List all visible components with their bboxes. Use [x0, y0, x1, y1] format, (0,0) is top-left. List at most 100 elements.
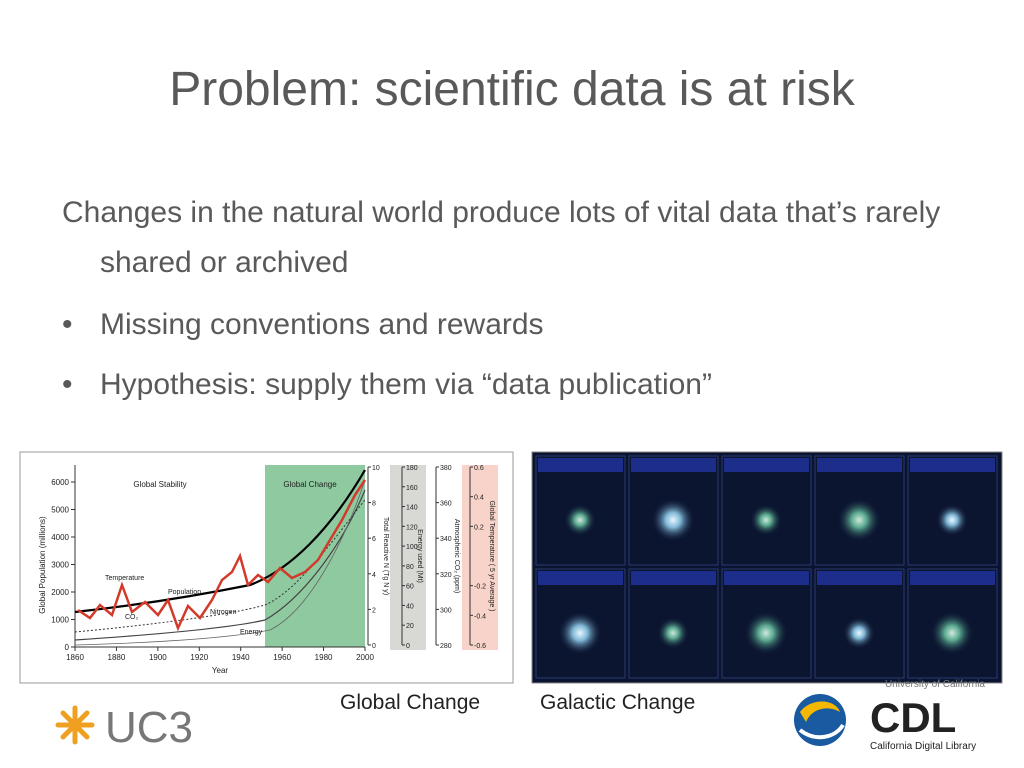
right-tick-label: 0.4 [474, 495, 484, 502]
right-tick-label: 8 [372, 501, 376, 508]
cell-header [724, 571, 809, 585]
right-axis-label: Atmospheric CO₂ (ppm) [453, 519, 460, 593]
right-tick-label: 6 [372, 536, 376, 543]
x-tick-label: 1960 [273, 653, 291, 662]
caption: Galactic Change [540, 691, 695, 714]
energy-curve [74, 479, 366, 646]
right-tick-label: 0 [372, 643, 376, 650]
right-tick-label: -0.4 [474, 613, 486, 620]
right-tick-label: 140 [406, 505, 418, 512]
temperature-band [462, 465, 498, 650]
right-axis-label: Global Temperature ( 5 yr Average ) [488, 500, 495, 611]
cell-header [817, 571, 902, 585]
uc3-logo: UC3 [55, 703, 193, 752]
y-tick-label: 0 [65, 643, 70, 652]
right-tick-label: -0.6 [474, 643, 486, 650]
x-tick-label: 1980 [315, 653, 333, 662]
uc3-text: UC3 [105, 703, 193, 752]
galaxy [930, 611, 974, 655]
nitrogen-curve [74, 499, 366, 633]
population-curve [74, 469, 366, 614]
cell-header [910, 458, 995, 472]
series-label: Population [168, 589, 201, 596]
x-tick-label: 1940 [232, 653, 250, 662]
caption: Global Change [340, 691, 480, 714]
series-label: Energy [240, 629, 263, 636]
series-label: CO₂ [125, 614, 139, 621]
galaxy [744, 611, 788, 655]
x-tick-label: 2000 [356, 653, 374, 662]
lead-text: Changes in the natural world produce lot… [62, 196, 941, 279]
y-tick-label: 1000 [51, 616, 69, 625]
temperature-curve [77, 479, 367, 632]
series-label: Nitrogen [210, 609, 237, 616]
right-tick-label: 40 [406, 603, 414, 610]
right-tick-label: 80 [406, 564, 414, 571]
galaxy [651, 498, 695, 542]
right-tick-label: 160 [406, 485, 418, 492]
right-tick-label: 20 [406, 623, 414, 630]
bullet: Missing conventions and rewards [62, 300, 1000, 350]
right-tick-label: 360 [440, 501, 452, 508]
y-tick-label: 3000 [51, 561, 69, 570]
galaxy [564, 504, 596, 536]
x-axis-label: Year [212, 666, 229, 675]
y-tick-label: 2000 [51, 588, 69, 597]
galaxy [750, 504, 782, 536]
x-tick-label: 1920 [190, 653, 208, 662]
y-tick-label: 6000 [51, 478, 69, 487]
galaxy [657, 617, 689, 649]
energy-band [390, 465, 426, 650]
right-tick-label: 280 [440, 643, 452, 650]
right-tick-label: 340 [440, 536, 452, 543]
galaxy [843, 617, 875, 649]
right-tick-label: 180 [406, 465, 418, 472]
galaxy [936, 504, 968, 536]
y-tick-label: 4000 [51, 533, 69, 542]
right-tick-label: 300 [440, 607, 452, 614]
cdl-text: CDL [870, 694, 956, 741]
right-tick-label: 100 [406, 544, 418, 551]
cell-header [538, 571, 623, 585]
region-label: Global Change [283, 480, 337, 489]
right-tick-label: 380 [440, 465, 452, 472]
x-tick-label: 1900 [149, 653, 167, 662]
galaxy-cells [535, 455, 998, 679]
right-tick-label: 120 [406, 524, 418, 531]
bullet-text: Hypothesis: supply them via “data public… [100, 368, 712, 401]
x-tick-label: 1860 [66, 653, 84, 662]
right-tick-label: 0 [406, 643, 410, 650]
cell-header [724, 458, 809, 472]
cell-header [631, 571, 716, 585]
right-tick-label: 2 [372, 607, 376, 614]
galaxy [558, 611, 602, 655]
right-tick-label: 10 [372, 465, 380, 472]
right-tick-label: -0.2 [474, 584, 486, 591]
right-tick-label: 4 [372, 572, 376, 579]
series-label: Temperature [105, 575, 144, 582]
cell-header [631, 458, 716, 472]
cell-header [910, 571, 995, 585]
right-tick-label: 0.2 [474, 524, 484, 531]
bullet: Hypothesis: supply them via “data public… [62, 360, 1000, 410]
region-label: Global Stability [133, 480, 186, 489]
x-tick-label: 1880 [108, 653, 126, 662]
right-axis-label: Total Reactive N (Tg N y) [382, 517, 389, 595]
co2-curve [74, 489, 366, 641]
bullet-text: Missing conventions and rewards [100, 308, 544, 341]
right-tick-label: 320 [440, 572, 452, 579]
cell-header [817, 458, 902, 472]
right-tick-label: 60 [406, 584, 414, 591]
cdl-logo: University of California CDL California … [794, 679, 985, 752]
slide-title: Problem: scientific data is at risk [169, 63, 855, 116]
cdl-top: University of California [885, 679, 985, 690]
cdl-sub: California Digital Library [870, 741, 976, 752]
cell-header [538, 458, 623, 472]
right-tick-label: 0.6 [474, 465, 484, 472]
right-axis-label: Energy used (Mt) [416, 529, 423, 583]
y-tick-label: 5000 [51, 506, 69, 515]
y-axis-label: Global Population (millions) [38, 516, 47, 614]
galaxy [837, 498, 881, 542]
